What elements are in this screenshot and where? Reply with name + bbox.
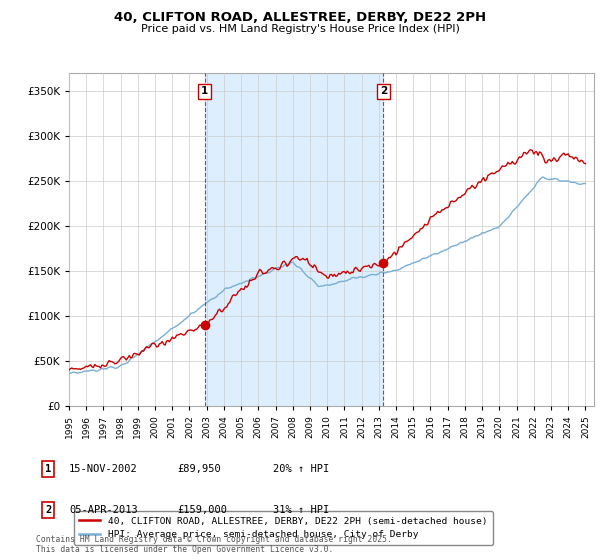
Text: 20% ↑ HPI: 20% ↑ HPI: [273, 464, 329, 474]
Text: Contains HM Land Registry data © Crown copyright and database right 2025.
This d: Contains HM Land Registry data © Crown c…: [36, 535, 392, 554]
Text: Price paid vs. HM Land Registry's House Price Index (HPI): Price paid vs. HM Land Registry's House …: [140, 24, 460, 34]
Text: 40, CLIFTON ROAD, ALLESTREE, DERBY, DE22 2PH: 40, CLIFTON ROAD, ALLESTREE, DERBY, DE22…: [114, 11, 486, 24]
Text: £89,950: £89,950: [177, 464, 221, 474]
Text: 2: 2: [380, 86, 387, 96]
Text: 2: 2: [45, 505, 51, 515]
Text: 1: 1: [201, 86, 208, 96]
Text: 05-APR-2013: 05-APR-2013: [69, 505, 138, 515]
Bar: [205, 73, 383, 406]
Legend: 40, CLIFTON ROAD, ALLESTREE, DERBY, DE22 2PH (semi-detached house), HPI: Average: 40, CLIFTON ROAD, ALLESTREE, DERBY, DE22…: [74, 511, 493, 545]
Text: 1: 1: [45, 464, 51, 474]
Text: £159,000: £159,000: [177, 505, 227, 515]
Text: 15-NOV-2002: 15-NOV-2002: [69, 464, 138, 474]
Text: 31% ↑ HPI: 31% ↑ HPI: [273, 505, 329, 515]
